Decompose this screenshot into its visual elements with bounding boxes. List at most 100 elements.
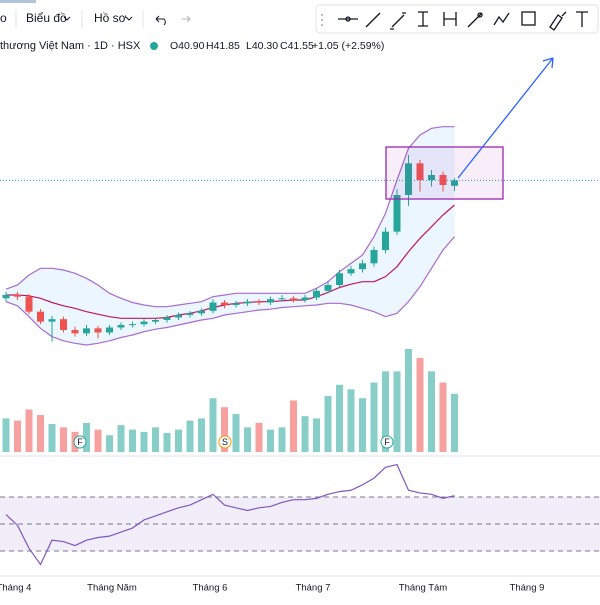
candle-body <box>370 250 378 264</box>
menu-item[interactable]: o <box>0 11 7 25</box>
candle-body <box>163 317 171 320</box>
candle-body <box>25 296 33 312</box>
volume-bar <box>393 371 401 452</box>
volume-bar <box>37 415 44 452</box>
chevron <box>125 16 133 21</box>
volume-bar <box>186 420 194 452</box>
candle-body <box>106 327 113 333</box>
plot: F S F Tháng 4 Tháng Năm Tháng 6 Tháng 7 Tháng T… <box>0 126 600 594</box>
candle-body <box>278 298 286 300</box>
volume-bar <box>198 418 205 452</box>
volume-bar <box>25 409 33 452</box>
symbol-title: thương Việt Nam · 1D · HSX <box>0 40 141 52</box>
x-tick-label: Tháng 4 <box>0 583 31 594</box>
text-tool[interactable] <box>576 11 588 27</box>
event-badge <box>380 435 394 449</box>
volume-bar <box>83 422 90 452</box>
path-tool[interactable] <box>493 12 510 26</box>
volume-bar <box>255 422 263 452</box>
x-tick-label: Tháng 9 <box>510 583 545 594</box>
candle-body <box>94 328 102 333</box>
event-label: S <box>222 437 228 447</box>
event-badge <box>73 435 87 449</box>
rect-tool[interactable] <box>521 11 536 26</box>
measure-tool[interactable] <box>443 12 457 26</box>
candle-body <box>290 298 297 300</box>
x-tick-label: Tháng 6 <box>193 583 228 594</box>
candle-body <box>267 299 274 303</box>
candle-body <box>2 295 10 299</box>
volume-bar <box>313 418 320 452</box>
brush-tool[interactable] <box>549 11 567 31</box>
legend-value: H41.85 <box>206 40 240 52</box>
top-strip <box>0 0 36 3</box>
arrow-drawing[interactable] <box>457 57 554 179</box>
bollinger-basis <box>6 204 455 319</box>
chart-menu[interactable]: Biểu đồ <box>26 11 67 25</box>
candle-body <box>117 325 125 328</box>
ray-tool[interactable] <box>390 12 406 30</box>
volume-bar <box>140 431 148 452</box>
profile-menu[interactable]: Hồ sơ <box>94 11 127 25</box>
candle-body <box>232 303 240 305</box>
event-badge <box>218 435 232 449</box>
candle-body <box>129 324 136 326</box>
candle-body <box>405 163 412 195</box>
legend-value: +1.05 (+2.59%) <box>312 40 384 52</box>
candle-body <box>83 328 90 334</box>
candle-body <box>324 285 332 291</box>
x-tick-label: Tháng Năm <box>87 583 137 594</box>
legend-value: O40.90 <box>170 40 205 52</box>
rsi-line <box>5 463 455 566</box>
volume-bar <box>163 432 171 452</box>
volume-bar <box>278 427 286 452</box>
candle-body <box>359 263 366 270</box>
volume-bar <box>60 427 67 452</box>
volume-bar <box>359 398 366 452</box>
candle-body <box>152 320 159 322</box>
candle-body <box>186 313 194 315</box>
rectangle-drawing[interactable] <box>385 146 504 200</box>
candle-body <box>71 330 79 334</box>
volume-bar <box>117 425 125 452</box>
candle-body <box>37 311 44 322</box>
candle-body <box>439 175 447 185</box>
volume-bar <box>336 384 343 452</box>
volume-bar <box>301 416 309 452</box>
candle-body <box>209 302 217 311</box>
candle-body <box>221 302 228 305</box>
volume-bar <box>129 429 136 452</box>
hline-tool-dot <box>345 16 351 22</box>
volume-bar <box>428 371 435 452</box>
candle-body <box>60 319 67 330</box>
bollinger-fill <box>6 126 455 346</box>
volume-bar <box>324 396 332 452</box>
x-tick-label: Tháng Tám <box>399 583 447 594</box>
volume-bar <box>2 418 10 452</box>
candle-body <box>451 180 458 186</box>
event-label: F <box>384 437 390 447</box>
candle-body <box>140 321 148 325</box>
volume-bar <box>382 371 389 452</box>
volume-bar <box>232 413 240 452</box>
drawing-tools <box>321 11 588 31</box>
candle-body <box>313 290 320 298</box>
volume-bar <box>14 420 21 452</box>
candle-body <box>382 231 389 250</box>
candle-body <box>198 310 205 314</box>
trend-tool[interactable] <box>365 12 381 28</box>
candle-body <box>428 175 435 180</box>
undo[interactable] <box>155 15 166 26</box>
range-tool[interactable] <box>418 11 428 27</box>
volume-bar <box>152 427 159 452</box>
ohlc-legend: O40.90 H41.85 L40.30 C41.55+1.05 (+2.59%) <box>170 40 384 52</box>
volume-bar <box>244 427 251 452</box>
arrow-tool[interactable] <box>467 12 483 28</box>
volume-bar <box>48 424 56 452</box>
candle-body <box>48 319 56 322</box>
candle-body <box>301 297 309 300</box>
chevron <box>63 16 71 21</box>
redo[interactable] <box>182 15 191 23</box>
volume-bar <box>370 382 378 452</box>
volume-bar <box>416 357 424 452</box>
